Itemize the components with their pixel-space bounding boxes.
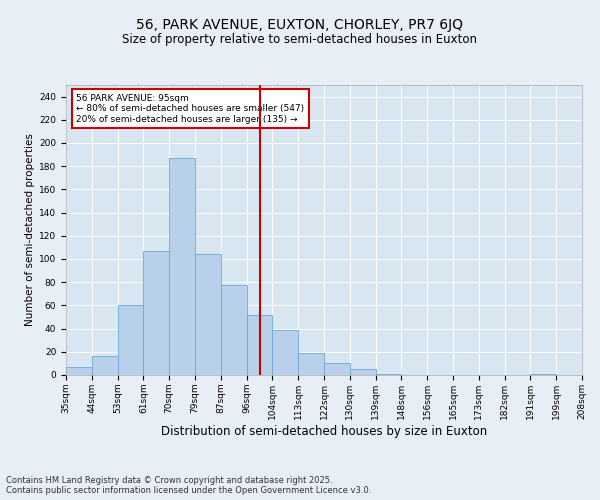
Bar [92, 356, 118, 375]
Text: Contains HM Land Registry data © Crown copyright and database right 2025.
Contai: Contains HM Land Registry data © Crown c… [6, 476, 371, 495]
Bar [247, 314, 272, 375]
Bar [221, 284, 247, 375]
Bar [118, 306, 143, 375]
Text: 56 PARK AVENUE: 95sqm
← 80% of semi-detached houses are smaller (547)
20% of sem: 56 PARK AVENUE: 95sqm ← 80% of semi-deta… [76, 94, 304, 124]
Bar [324, 364, 350, 375]
Bar [376, 374, 401, 375]
Bar [530, 374, 556, 375]
Bar [272, 330, 298, 375]
X-axis label: Distribution of semi-detached houses by size in Euxton: Distribution of semi-detached houses by … [161, 424, 487, 438]
Bar [169, 158, 195, 375]
Bar [195, 254, 221, 375]
Bar [143, 251, 169, 375]
Y-axis label: Number of semi-detached properties: Number of semi-detached properties [25, 134, 35, 326]
Text: 56, PARK AVENUE, EUXTON, CHORLEY, PR7 6JQ: 56, PARK AVENUE, EUXTON, CHORLEY, PR7 6J… [137, 18, 464, 32]
Bar [66, 367, 92, 375]
Bar [298, 353, 324, 375]
Bar [350, 369, 376, 375]
Text: Size of property relative to semi-detached houses in Euxton: Size of property relative to semi-detach… [122, 32, 478, 46]
